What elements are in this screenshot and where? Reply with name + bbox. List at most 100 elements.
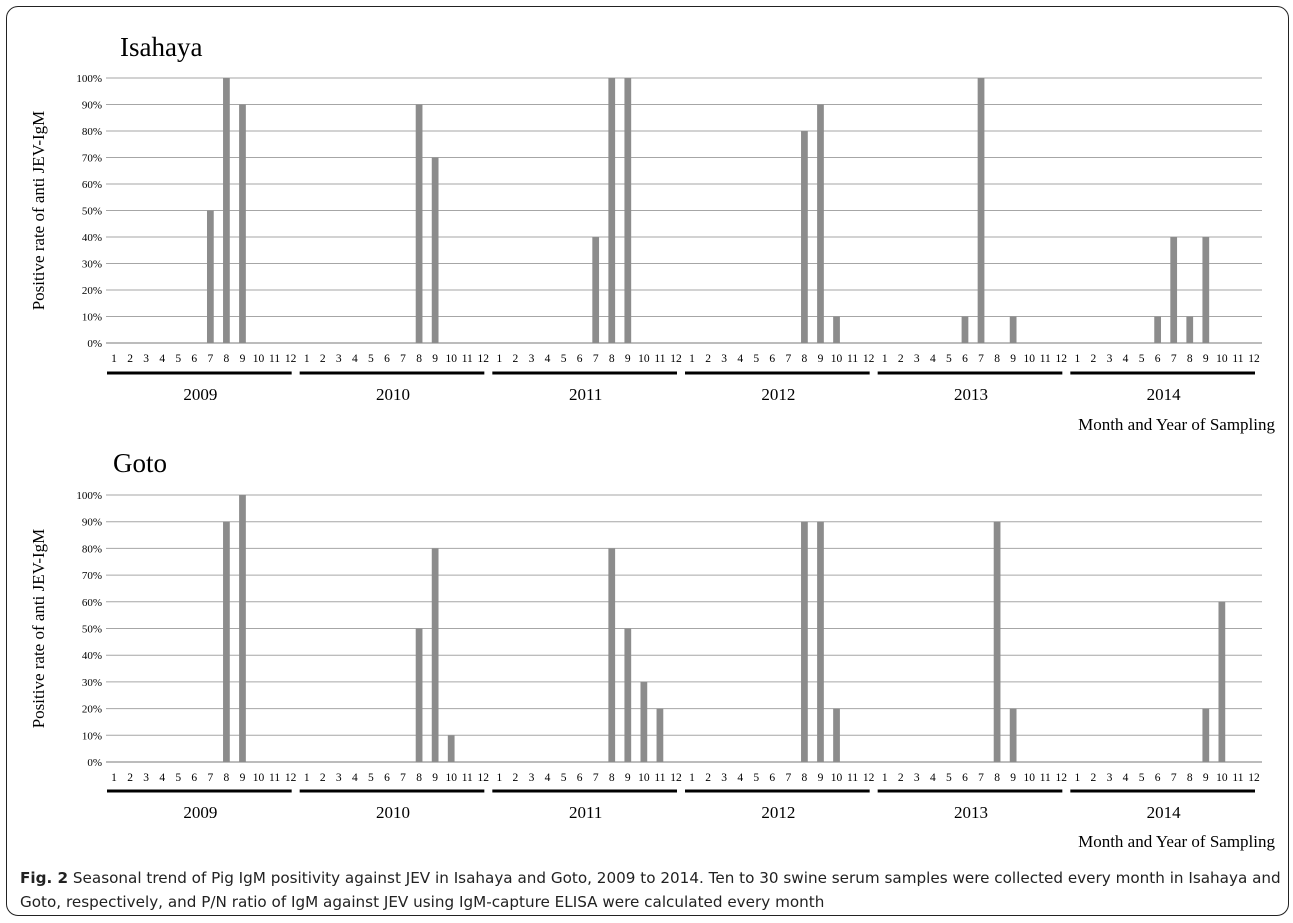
month-label-goto: 1 — [496, 772, 502, 784]
month-label-isahaya: 7 — [593, 353, 599, 365]
y-tick-label-goto: 90% — [82, 517, 102, 529]
month-label-goto: 4 — [1123, 772, 1129, 784]
month-label-goto: 12 — [1248, 772, 1260, 784]
y-tick-label-isahaya: 50% — [82, 206, 102, 218]
y-tick-label-isahaya: 0% — [87, 338, 102, 350]
month-label-goto: 10 — [638, 772, 650, 784]
month-label-isahaya: 12 — [478, 353, 490, 365]
bar-isahaya-2014-6 — [1154, 316, 1162, 343]
month-label-isahaya: 1 — [111, 353, 117, 365]
month-label-isahaya: 1 — [1074, 353, 1080, 365]
y-tick-label-isahaya: 100% — [76, 73, 102, 85]
month-label-isahaya: 1 — [882, 353, 888, 365]
y-tick-label-goto: 80% — [82, 543, 102, 555]
year-label-isahaya-2011: 2011 — [569, 385, 602, 404]
month-label-goto: 4 — [737, 772, 743, 784]
month-label-goto: 4 — [159, 772, 165, 784]
month-label-goto: 2 — [898, 772, 904, 784]
month-label-goto: 10 — [1216, 772, 1228, 784]
month-label-goto: 8 — [994, 772, 1000, 784]
bar-isahaya-2014-9 — [1202, 237, 1210, 343]
month-label-isahaya: 5 — [368, 353, 374, 365]
bar-goto-2014-9 — [1202, 708, 1210, 762]
month-label-goto: 7 — [785, 772, 791, 784]
month-label-isahaya: 8 — [609, 353, 615, 365]
month-label-goto: 3 — [143, 772, 149, 784]
month-label-goto: 1 — [689, 772, 695, 784]
month-label-goto: 8 — [1187, 772, 1193, 784]
bar-isahaya-2014-8 — [1186, 316, 1194, 343]
month-label-goto: 12 — [670, 772, 682, 784]
month-label-goto: 7 — [593, 772, 599, 784]
year-label-isahaya-2010: 2010 — [376, 385, 410, 404]
month-label-isahaya: 10 — [1216, 353, 1228, 365]
month-label-isahaya: 5 — [753, 353, 759, 365]
month-label-goto: 12 — [285, 772, 297, 784]
month-label-isahaya: 2 — [898, 353, 904, 365]
month-label-isahaya: 4 — [352, 353, 358, 365]
month-label-goto: 7 — [400, 772, 406, 784]
y-tick-label-isahaya: 60% — [82, 179, 102, 191]
month-label-isahaya: 2 — [127, 353, 133, 365]
month-label-isahaya: 10 — [253, 353, 265, 365]
month-label-goto: 6 — [1155, 772, 1161, 784]
year-label-goto-2010: 2010 — [376, 803, 410, 822]
month-label-goto: 9 — [240, 772, 246, 784]
month-label-goto: 7 — [978, 772, 984, 784]
month-label-goto: 2 — [127, 772, 133, 784]
year-label-isahaya-2009: 2009 — [183, 385, 217, 404]
month-label-isahaya: 11 — [269, 353, 280, 365]
month-label-isahaya: 1 — [304, 353, 310, 365]
month-label-goto: 6 — [191, 772, 197, 784]
year-label-goto-2011: 2011 — [569, 803, 602, 822]
month-label-isahaya: 12 — [1248, 353, 1260, 365]
y-tick-label-goto: 10% — [82, 730, 102, 742]
month-label-isahaya: 3 — [336, 353, 342, 365]
month-label-goto: 8 — [416, 772, 422, 784]
month-label-isahaya: 4 — [159, 353, 165, 365]
y-tick-label-isahaya: 40% — [82, 232, 102, 244]
bar-goto-2011-11 — [656, 708, 664, 762]
bar-isahaya-2009-8 — [223, 78, 230, 343]
month-label-goto: 12 — [1056, 772, 1068, 784]
bar-goto-2011-9 — [624, 628, 632, 762]
bar-isahaya-2009-7 — [206, 210, 214, 343]
month-label-isahaya: 9 — [1010, 353, 1016, 365]
bar-isahaya-2011-9 — [624, 78, 632, 343]
y-tick-label-isahaya: 90% — [82, 100, 102, 112]
month-label-isahaya: 2 — [320, 353, 326, 365]
bar-goto-2014-10 — [1218, 601, 1226, 762]
month-label-isahaya: 12 — [1056, 353, 1068, 365]
month-label-isahaya: 6 — [1155, 353, 1161, 365]
bar-isahaya-2013-7 — [977, 78, 985, 343]
chart-title-goto: Goto — [113, 448, 167, 478]
month-label-goto: 2 — [513, 772, 519, 784]
month-label-isahaya: 7 — [207, 353, 213, 365]
bar-isahaya-2009-9 — [239, 104, 246, 343]
y-tick-label-goto: 100% — [76, 490, 102, 502]
bar-goto-2009-8 — [223, 521, 230, 762]
y-tick-label-isahaya: 30% — [82, 259, 102, 271]
month-label-goto: 5 — [368, 772, 374, 784]
month-label-goto: 11 — [1232, 772, 1243, 784]
month-label-goto: 6 — [962, 772, 968, 784]
month-label-goto: 4 — [545, 772, 551, 784]
bar-isahaya-2012-10 — [833, 316, 840, 343]
month-label-goto: 9 — [818, 772, 824, 784]
month-label-goto: 10 — [1023, 772, 1035, 784]
month-label-isahaya: 7 — [1171, 353, 1177, 365]
month-label-isahaya: 9 — [240, 353, 246, 365]
month-label-isahaya: 11 — [847, 353, 858, 365]
month-label-goto: 1 — [882, 772, 888, 784]
month-label-goto: 8 — [609, 772, 615, 784]
y-tick-label-goto: 60% — [82, 597, 102, 609]
y-tick-label-isahaya: 80% — [82, 126, 102, 138]
bar-goto-2011-8 — [608, 548, 616, 762]
bar-isahaya-2012-8 — [801, 131, 808, 343]
month-label-goto: 10 — [831, 772, 843, 784]
bar-goto-2010-9 — [431, 548, 439, 762]
month-label-goto: 5 — [561, 772, 567, 784]
month-label-goto: 5 — [753, 772, 759, 784]
month-label-isahaya: 5 — [1139, 353, 1145, 365]
month-label-isahaya: 11 — [1232, 353, 1243, 365]
